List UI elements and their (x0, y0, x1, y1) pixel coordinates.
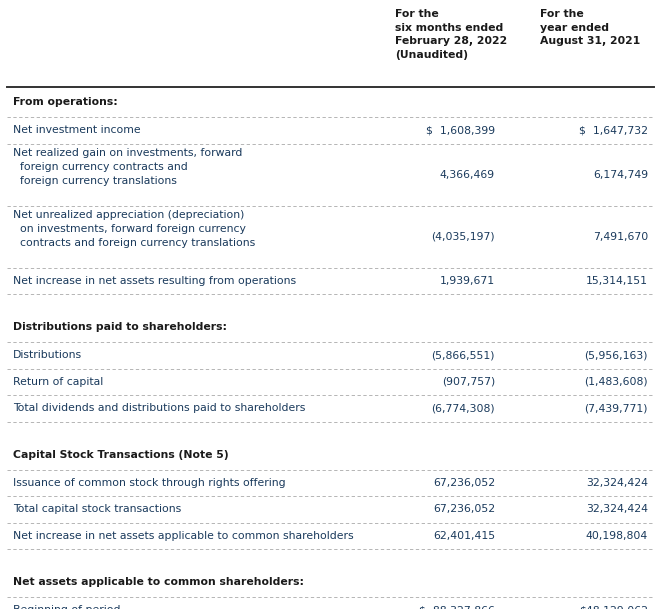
Text: Net investment income: Net investment income (13, 125, 141, 135)
Text: 4,366,469: 4,366,469 (440, 169, 495, 180)
Text: (7,439,771): (7,439,771) (584, 403, 648, 414)
Text: For the
six months ended
February 28, 2022
(Unaudited): For the six months ended February 28, 20… (395, 9, 507, 60)
Text: 15,314,151: 15,314,151 (586, 276, 648, 286)
Text: Capital Stock Transactions (Note 5): Capital Stock Transactions (Note 5) (13, 449, 229, 460)
Text: Return of capital: Return of capital (13, 377, 103, 387)
Text: (4,035,197): (4,035,197) (432, 231, 495, 242)
Text: $  88,327,866: $ 88,327,866 (419, 605, 495, 609)
Text: (1,483,608): (1,483,608) (584, 377, 648, 387)
Text: 7,491,670: 7,491,670 (593, 231, 648, 242)
Text: Net assets applicable to common shareholders:: Net assets applicable to common sharehol… (13, 577, 304, 587)
Text: (907,757): (907,757) (442, 377, 495, 387)
Text: 6,174,749: 6,174,749 (593, 169, 648, 180)
Text: 1,939,671: 1,939,671 (440, 276, 495, 286)
Text: (5,956,163): (5,956,163) (584, 350, 648, 361)
Text: 67,236,052: 67,236,052 (433, 504, 495, 515)
Text: Net unrealized appreciation (depreciation)
  on investments, forward foreign cur: Net unrealized appreciation (depreciatio… (13, 209, 255, 248)
Text: Net increase in net assets resulting from operations: Net increase in net assets resulting fro… (13, 276, 296, 286)
Text: Total dividends and distributions paid to shareholders: Total dividends and distributions paid t… (13, 403, 305, 414)
Text: Distributions paid to shareholders:: Distributions paid to shareholders: (13, 322, 227, 332)
Text: Issuance of common stock through rights offering: Issuance of common stock through rights … (13, 478, 286, 488)
Text: 32,324,424: 32,324,424 (586, 478, 648, 488)
Text: $48,129,062: $48,129,062 (579, 605, 648, 609)
Text: 67,236,052: 67,236,052 (433, 478, 495, 488)
Text: From operations:: From operations: (13, 97, 118, 107)
Text: For the
year ended
August 31, 2021: For the year ended August 31, 2021 (540, 9, 641, 46)
Text: $  1,647,732: $ 1,647,732 (579, 125, 648, 135)
Text: (5,866,551): (5,866,551) (432, 350, 495, 361)
Text: $  1,608,399: $ 1,608,399 (426, 125, 495, 135)
Text: Beginning of period: Beginning of period (13, 605, 120, 609)
Text: Total capital stock transactions: Total capital stock transactions (13, 504, 181, 515)
Text: 32,324,424: 32,324,424 (586, 504, 648, 515)
Text: Net realized gain on investments, forward
  foreign currency contracts and
  for: Net realized gain on investments, forwar… (13, 147, 243, 186)
Text: 62,401,415: 62,401,415 (433, 531, 495, 541)
Text: (6,774,308): (6,774,308) (432, 403, 495, 414)
Text: 40,198,804: 40,198,804 (586, 531, 648, 541)
Text: Distributions: Distributions (13, 350, 82, 361)
Text: Net increase in net assets applicable to common shareholders: Net increase in net assets applicable to… (13, 531, 354, 541)
